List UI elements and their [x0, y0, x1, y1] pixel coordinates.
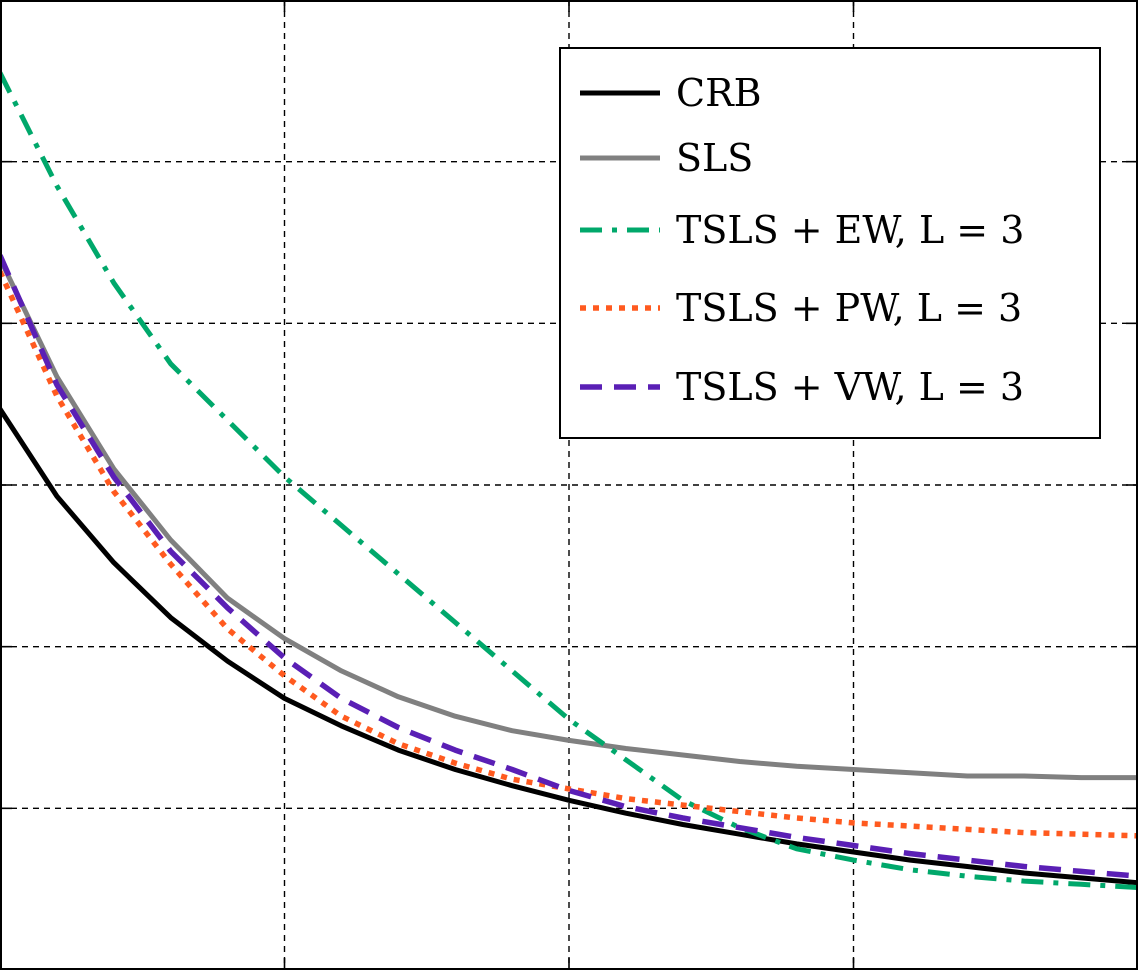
- legend-box: [559, 47, 1101, 439]
- legend-label-2: TSLS + EW, L = 3: [676, 208, 1024, 252]
- legend-entries: CRB SLS TSLS + EW, L = 3 TSLS + PW, L = 3 TS…: [580, 71, 1024, 409]
- legend-label-1: SLS: [676, 136, 753, 180]
- legend-label-3: TSLS + PW, L = 3: [676, 286, 1022, 330]
- series-line-3: [0, 270, 1138, 839]
- series-line-0: [0, 407, 1138, 886]
- series-line-2: [0, 71, 1138, 890]
- legend: CRB SLS TSLS + EW, L = 3 TSLS + PW, L = 3 TS…: [559, 47, 1101, 439]
- legend-label-0: CRB: [676, 71, 762, 115]
- series-layer: [0, 71, 1138, 890]
- legend-label-4: TSLS + VW, L = 3: [676, 365, 1024, 409]
- series-line-1: [0, 257, 1138, 781]
- series-line-4: [0, 254, 1138, 879]
